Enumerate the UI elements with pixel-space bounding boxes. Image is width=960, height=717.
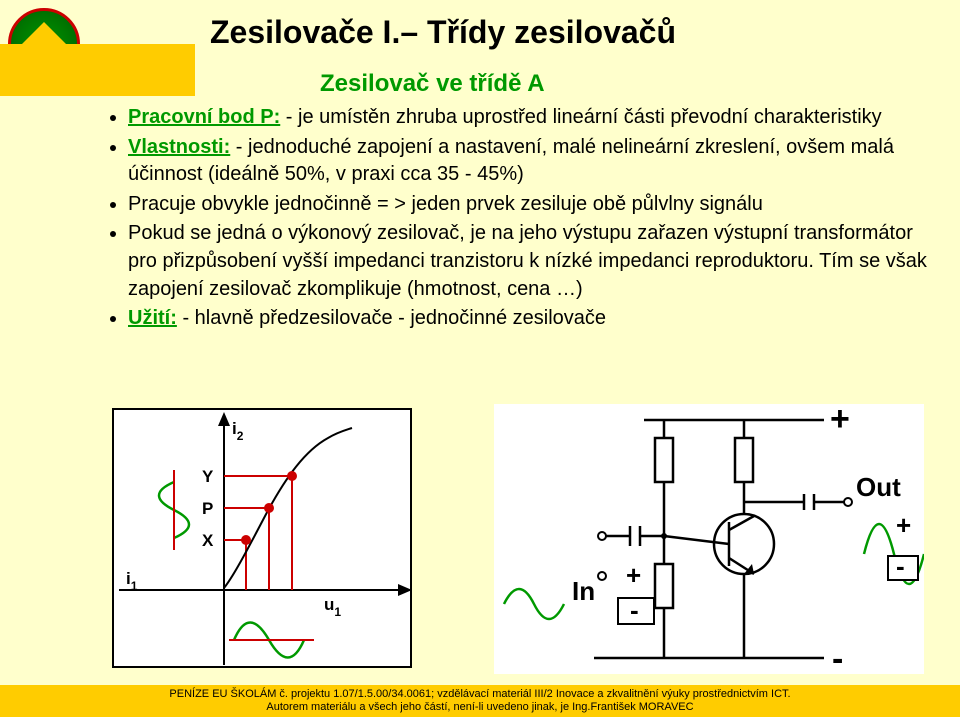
footer-line2: Autorem materiálu a všech jeho částí, ne…	[266, 701, 693, 713]
label-Y: Y	[202, 467, 214, 486]
label-out-plus: +	[896, 510, 911, 540]
bullet-2: Vlastnosti: - jednoduché zapojení a nast…	[128, 134, 928, 189]
bullet-5-key: Užití:	[128, 307, 177, 329]
bullet-3: Pracuje obvykle jednočinně = > jeden prv…	[128, 191, 928, 219]
label-in-plus: +	[626, 560, 641, 590]
label-plus-rail: +	[830, 404, 850, 438]
label-out-minus: -	[896, 551, 905, 581]
bullet-5: Užití: - hlavně předzesilovače - jednoči…	[128, 305, 928, 333]
bullet-1-text: - je umístěn zhruba uprostřed lineární č…	[280, 106, 881, 128]
footer: PENÍZE EU ŠKOLÁM č. projektu 1.07/1.5.00…	[0, 685, 960, 717]
page-title: Zesilovače I.– Třídy zesilovačů	[210, 14, 676, 51]
bullet-4: Pokud se jedná o výkonový zesilovač, je …	[128, 220, 928, 303]
label-P: P	[202, 499, 213, 518]
bullet-2-text: - jednoduché zapojení a nastavení, malé …	[128, 136, 894, 186]
label-minus-rail: -	[832, 640, 843, 674]
amplifier-circuit-diagram: + Out -	[494, 404, 924, 674]
label-u1: u1	[324, 595, 341, 619]
label-i2: i2	[232, 419, 244, 443]
header-banner	[0, 44, 195, 96]
label-out: Out	[856, 472, 901, 502]
label-X: X	[202, 531, 214, 550]
bullet-1: Pracovní bod P: - je umístěn zhruba upro…	[128, 104, 928, 132]
bullet-1-key: Pracovní bod P:	[128, 106, 280, 128]
transfer-characteristic-diagram: i2 Y P X i1 u1	[112, 408, 412, 668]
bullet-list: Pracovní bod P: - je umístěn zhruba upro…	[108, 104, 928, 335]
label-in: In	[572, 576, 595, 606]
footer-line1: PENÍZE EU ŠKOLÁM č. projektu 1.07/1.5.00…	[169, 688, 790, 700]
label-in-minus: -	[630, 595, 639, 625]
bullet-2-key: Vlastnosti:	[128, 136, 230, 158]
page-subtitle: Zesilovač ve třídě A	[320, 70, 545, 98]
bullet-5-text: - hlavně předzesilovače - jednočinné zes…	[177, 307, 606, 329]
